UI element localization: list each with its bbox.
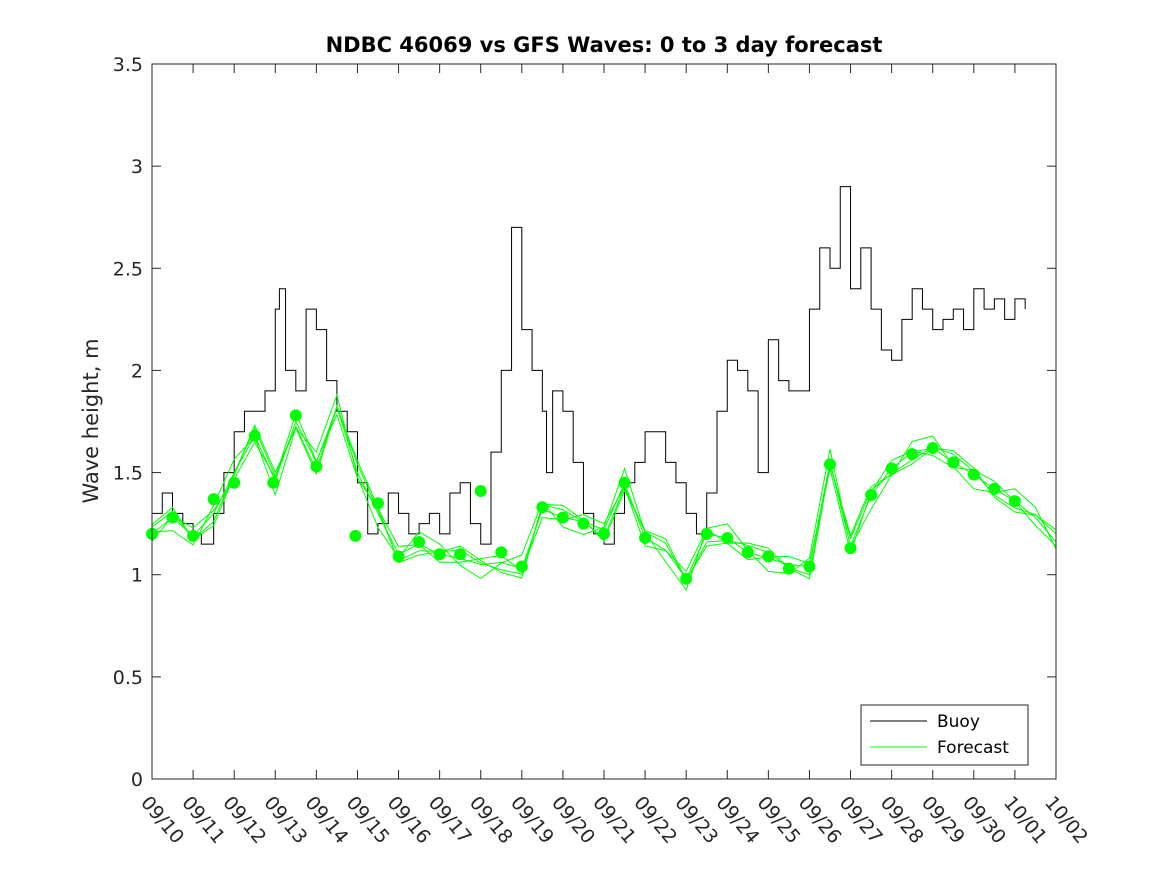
y-tick-label: 0.5 — [113, 667, 143, 689]
forecast-marker — [680, 572, 693, 585]
forecast-marker — [228, 476, 241, 489]
y-tick-label: 2.5 — [113, 258, 143, 280]
forecast-marker — [289, 409, 302, 422]
forecast-marker — [577, 517, 590, 530]
buoy-series-line — [152, 186, 1026, 545]
x-tick-label: 09/30 — [958, 792, 1010, 848]
forecast-marker — [207, 493, 220, 506]
y-tick-label: 0 — [131, 769, 143, 791]
x-tick-label: 09/17 — [424, 792, 476, 848]
x-tick-label: 09/14 — [301, 792, 353, 848]
forecast-marker — [248, 429, 261, 442]
forecast-marker — [515, 560, 528, 573]
forecast-marker — [536, 501, 549, 514]
forecast-marker — [166, 511, 179, 524]
forecast-marker — [598, 527, 610, 540]
y-tick-label: 1.5 — [113, 463, 143, 485]
x-tick-label: 09/20 — [547, 792, 599, 848]
plot-frame — [151, 63, 1057, 780]
forecast-series-line — [151, 393, 1057, 592]
legend-buoy-label: Buoy — [937, 712, 980, 732]
legend-box — [860, 704, 1029, 766]
forecast-marker — [700, 527, 713, 540]
x-tick-label: 09/15 — [342, 792, 394, 848]
forecast-marker — [741, 546, 754, 559]
x-tick-label: 09/13 — [259, 792, 311, 848]
y-tick-label: 1 — [131, 565, 143, 587]
x-tick-label: 09/10 — [136, 792, 188, 848]
forecast-marker — [803, 560, 816, 573]
forecast-marker — [372, 497, 384, 510]
forecast-marker — [844, 542, 857, 555]
forecast-marker — [474, 484, 487, 497]
forecast-marker — [824, 458, 836, 471]
forecast-marker — [392, 550, 405, 563]
forecast-marker — [865, 489, 878, 502]
forecast-marker — [433, 548, 446, 561]
series-layer — [146, 186, 1057, 592]
x-tick-labels: 09/1009/1109/1209/1309/1409/1509/1609/17… — [136, 792, 1092, 848]
y-tick-labels: 0 0.5 1 1.5 2 2.5 3 3.5 — [113, 54, 143, 791]
y-tick-label: 3.5 — [113, 54, 143, 76]
chart-title: NDBC 46069 vs GFS Waves: 0 to 3 day fore… — [326, 33, 883, 57]
x-tick-label: 09/19 — [506, 792, 558, 848]
axis-ticks — [151, 63, 1057, 780]
y-tick-label: 3 — [131, 156, 143, 178]
x-tick-label: 09/21 — [588, 792, 640, 848]
x-tick-label: 09/29 — [917, 792, 969, 848]
x-tick-label: 09/23 — [670, 792, 722, 848]
forecast-marker — [906, 448, 919, 461]
forecast-series-line — [151, 404, 1057, 582]
x-tick-label: 10/02 — [1040, 792, 1092, 848]
forecast-marker — [782, 562, 795, 575]
y-tick-label: 2 — [131, 360, 143, 382]
legend: Buoy Forecast — [860, 704, 1029, 766]
x-tick-label: 09/18 — [465, 792, 517, 848]
x-tick-label: 09/26 — [794, 792, 846, 848]
forecast-marker — [926, 442, 939, 455]
x-tick-label: 09/25 — [753, 792, 805, 848]
forecast-marker — [413, 536, 426, 549]
x-tick-label: 09/24 — [711, 792, 763, 848]
forecast-marker — [310, 460, 323, 473]
forecast-marker — [556, 511, 569, 524]
forecast-series-line — [151, 405, 1057, 582]
y-axis-label: Wave height, m — [79, 338, 103, 503]
x-tick-label: 09/12 — [218, 792, 270, 848]
forecast-marker — [885, 462, 898, 475]
forecast-marker — [721, 531, 734, 544]
x-tick-label: 09/27 — [835, 792, 887, 848]
forecast-marker — [988, 482, 1001, 495]
forecast-marker — [618, 476, 631, 489]
forecast-marker — [267, 476, 280, 489]
forecast-marker — [967, 468, 980, 481]
forecast-marker — [454, 548, 467, 561]
forecast-series-line — [151, 411, 1057, 572]
forecast-series-line — [151, 405, 1057, 580]
x-tick-label: 09/22 — [629, 792, 681, 848]
x-tick-label: 09/11 — [177, 792, 229, 848]
x-tick-label: 09/28 — [876, 792, 928, 848]
forecast-marker — [639, 531, 652, 544]
forecast-marker — [349, 529, 362, 542]
forecast-marker — [1008, 495, 1021, 508]
forecast-marker — [495, 546, 508, 559]
x-tick-label: 09/16 — [383, 792, 435, 848]
forecast-marker — [187, 529, 200, 542]
forecast-marker — [762, 550, 775, 563]
x-tick-label: 10/01 — [999, 792, 1051, 848]
legend-forecast-label: Forecast — [937, 738, 1009, 758]
forecast-marker — [947, 456, 960, 469]
